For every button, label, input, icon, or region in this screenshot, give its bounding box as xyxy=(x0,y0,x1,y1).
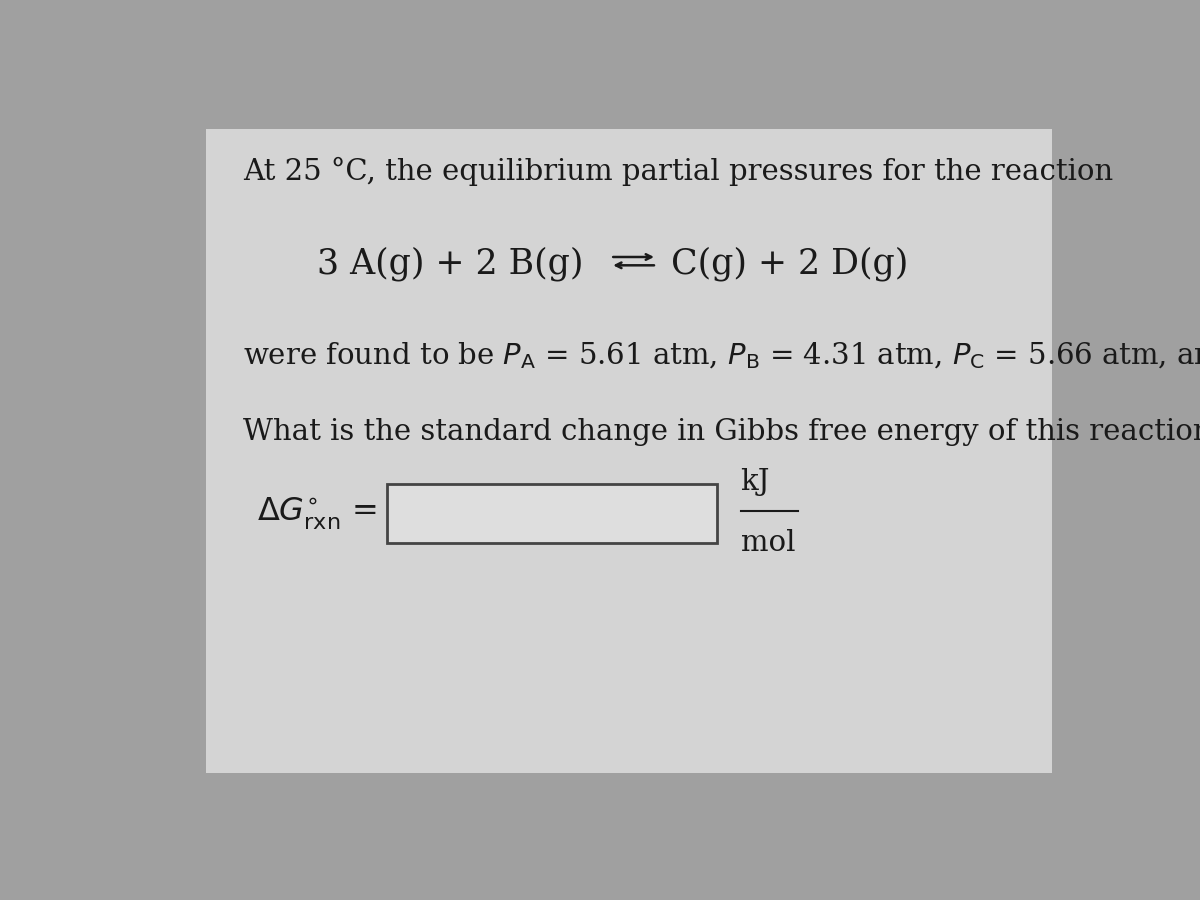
Text: $\Delta G^{\circ}_{\mathrm{rxn}}$ =: $\Delta G^{\circ}_{\mathrm{rxn}}$ = xyxy=(257,495,377,532)
FancyBboxPatch shape xyxy=(206,129,1052,773)
FancyBboxPatch shape xyxy=(388,484,718,543)
Text: What is the standard change in Gibbs free energy of this reaction at 25 °C?: What is the standard change in Gibbs fre… xyxy=(242,417,1200,446)
Text: 3 A(g) + 2 B(g): 3 A(g) + 2 B(g) xyxy=(317,247,584,281)
Text: kJ: kJ xyxy=(740,468,770,496)
Text: were found to be $\mathit{P}_{\mathrm{A}}$ = 5.61 atm, $\mathit{P}_{\mathrm{B}}$: were found to be $\mathit{P}_{\mathrm{A}… xyxy=(242,340,1200,371)
Text: At 25 °C, the equilibrium partial pressures for the reaction: At 25 °C, the equilibrium partial pressu… xyxy=(242,157,1114,185)
Text: mol: mol xyxy=(740,528,796,557)
Text: C(g) + 2 D(g): C(g) + 2 D(g) xyxy=(660,247,908,281)
